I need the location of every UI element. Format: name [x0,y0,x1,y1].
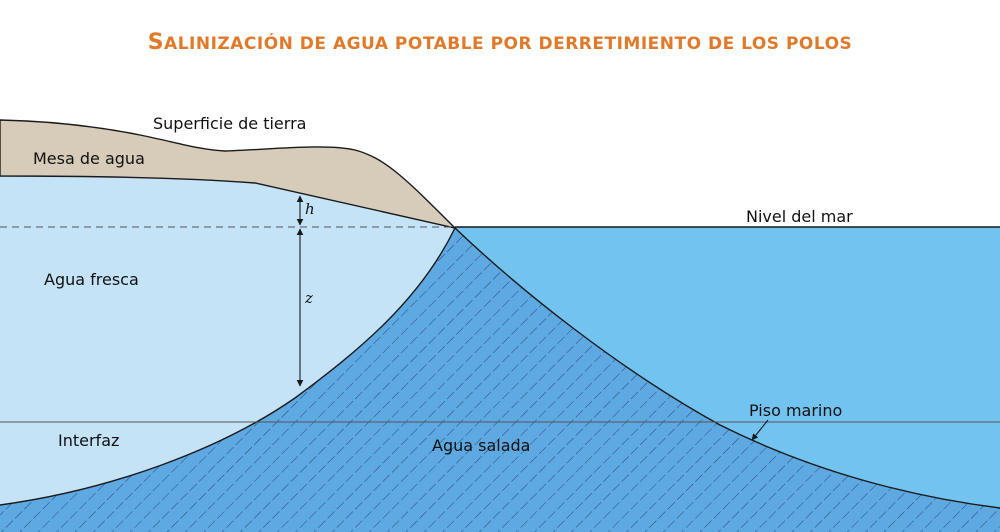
label-z: z [304,289,313,307]
interface-line [0,227,456,506]
label-sea-floor: Piso marino [749,401,842,420]
label-fresh-water: Agua fresca [44,270,139,289]
label-water-table: Mesa de agua [33,149,145,168]
diagram-title: Salinización de agua potable por derreti… [148,30,853,55]
sea-floor-line [454,227,1000,509]
sea-floor-pointer [751,419,769,441]
land-region [0,119,458,230]
title-initial: S [148,30,164,55]
label-sea-level: Nivel del mar [746,207,853,226]
salt-water-hatching [0,228,1000,532]
label-interface: Interfaz [58,431,119,450]
label-h: h [305,200,315,218]
title-rest: alinización de agua potable por derretim… [164,32,852,54]
label-salt-water: Agua salada [432,436,530,455]
label-land-surface: Superficie de tierra [153,114,306,133]
